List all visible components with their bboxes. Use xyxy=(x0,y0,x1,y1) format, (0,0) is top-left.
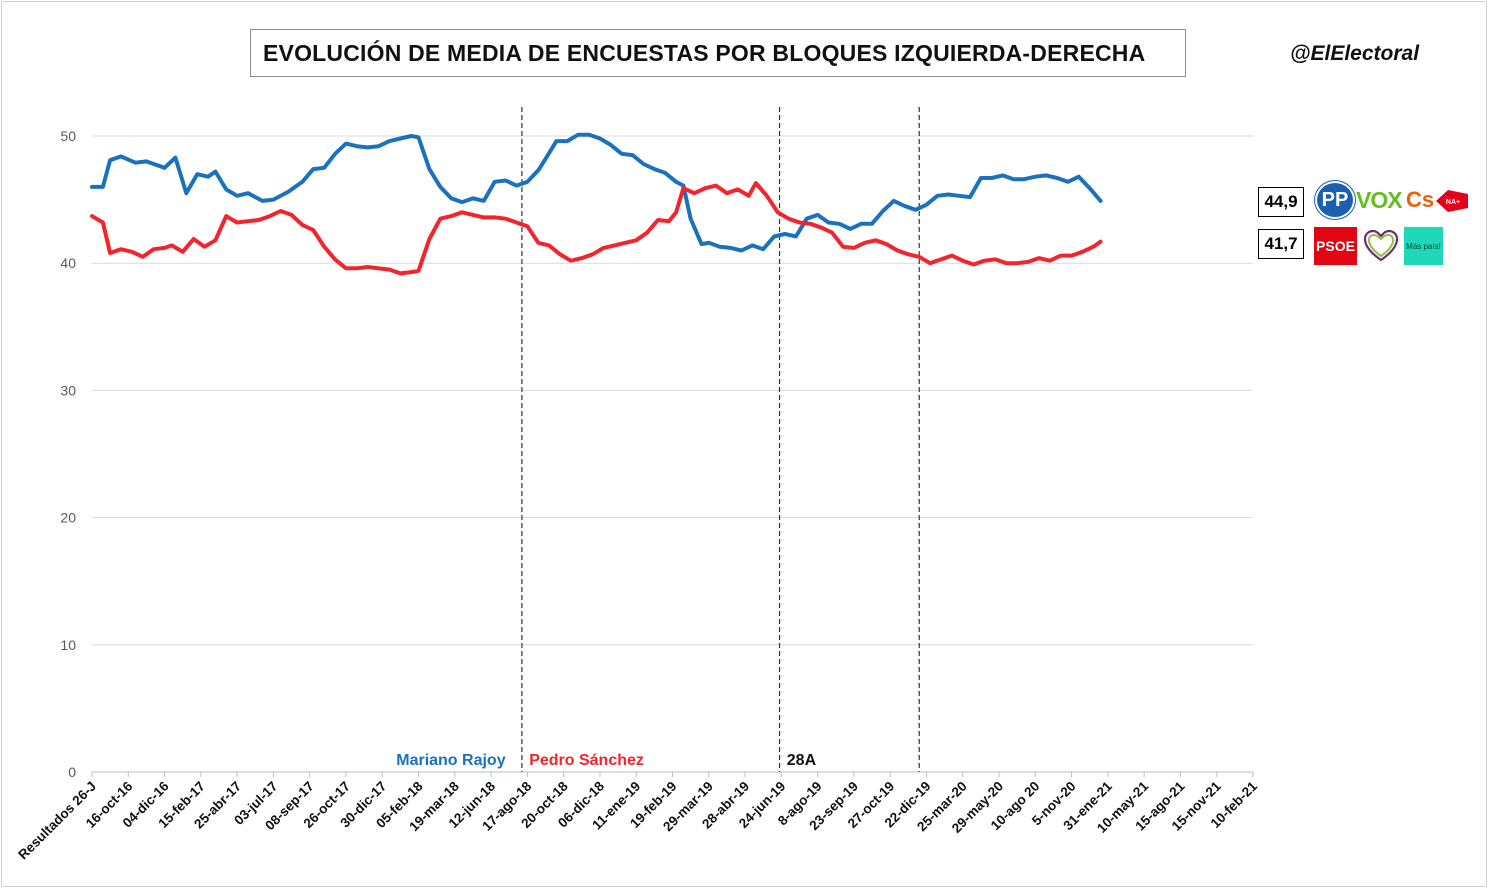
left_bloc-line xyxy=(90,181,1103,276)
period-label: Mariano Rajoy xyxy=(396,752,505,769)
y-tick-label: 10 xyxy=(60,637,76,653)
left-bloc-last-value: 41,7 xyxy=(1258,229,1304,259)
chart-title: EVOLUCIÓN DE MEDIA DE ENCUESTAS POR BLOQ… xyxy=(250,29,1186,77)
cs-logo: Cs xyxy=(1406,187,1435,212)
pp-logo: PP xyxy=(1315,181,1355,219)
na-plus-logo: NA+ xyxy=(1436,190,1468,212)
podemos-heart-icon xyxy=(1363,229,1399,262)
y-tick-label: 50 xyxy=(60,128,76,144)
y-tick-label: 0 xyxy=(68,764,76,780)
period-label: Pedro Sánchez xyxy=(529,752,644,769)
period-label: 28A xyxy=(787,752,817,769)
psoe-logo: PSOE xyxy=(1314,227,1357,265)
right-bloc-last-value: 44,9 xyxy=(1258,187,1304,217)
na-plus-logo-text: NA+ xyxy=(1446,199,1460,206)
y-tick-label: 40 xyxy=(60,255,76,271)
vox-logo: VOX xyxy=(1356,186,1403,213)
author-handle: @ElElectoral xyxy=(1290,42,1420,65)
right_bloc-line xyxy=(90,132,1103,253)
mas-pais-logo: Más país! xyxy=(1404,227,1443,265)
y-tick-label: 20 xyxy=(60,510,76,526)
y-tick-label: 30 xyxy=(60,382,76,398)
